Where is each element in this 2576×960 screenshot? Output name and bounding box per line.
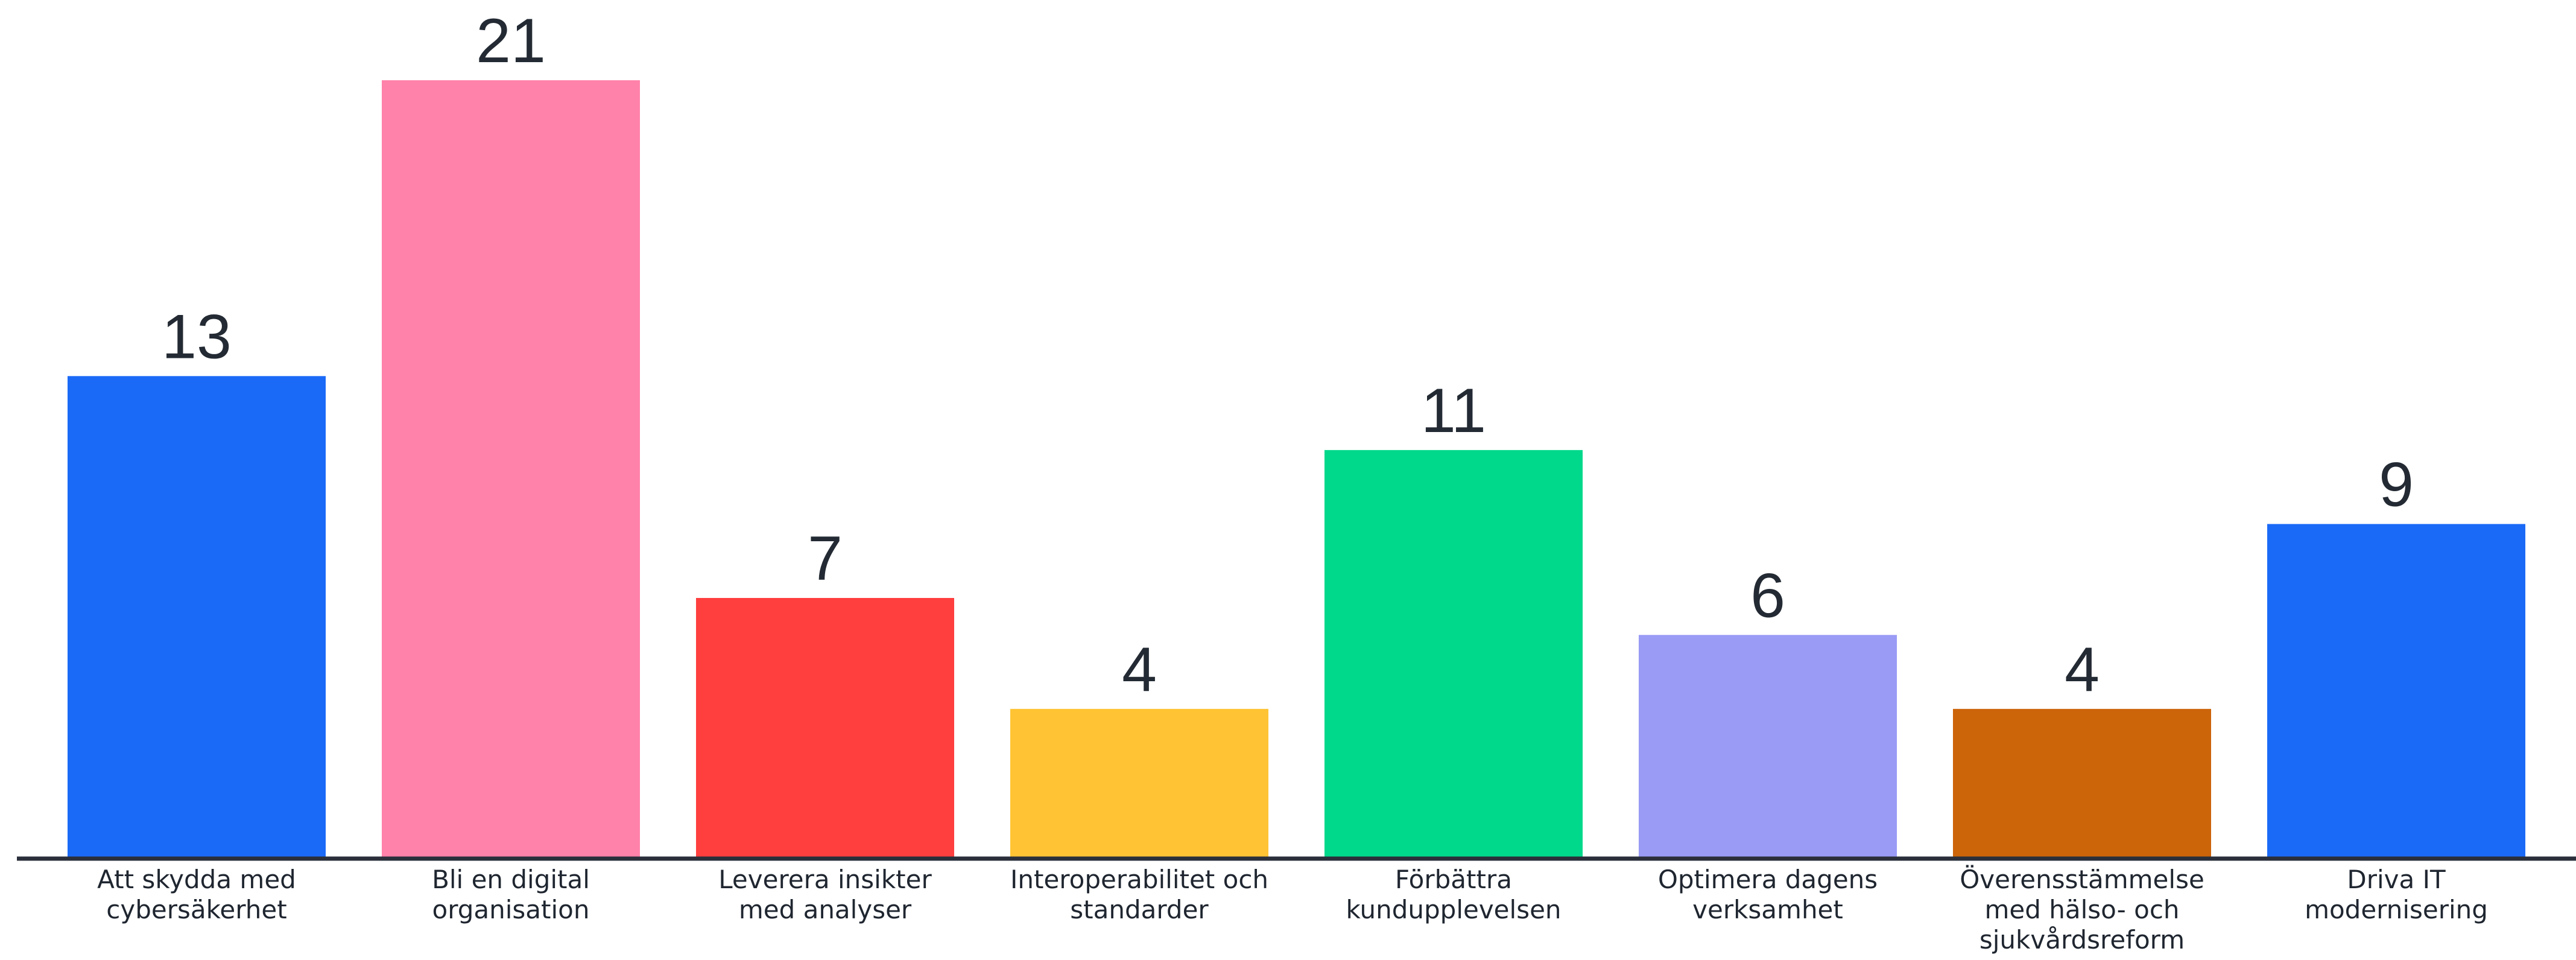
category-label: med analyser bbox=[739, 895, 912, 924]
bar bbox=[1953, 708, 2211, 857]
bars-group bbox=[68, 80, 2525, 857]
bar bbox=[1639, 635, 1897, 857]
bar bbox=[382, 80, 640, 857]
category-label: Driva IT bbox=[2347, 865, 2446, 894]
bar bbox=[68, 376, 326, 857]
value-labels-group: 13 21 7 4 11 6 4 9 bbox=[162, 6, 2414, 705]
category-label: kundupplevelsen bbox=[1346, 895, 1561, 924]
bar bbox=[1010, 708, 1268, 857]
bar-value-label: 21 bbox=[476, 6, 546, 76]
bar-value-label: 6 bbox=[1750, 561, 1785, 631]
bar bbox=[696, 598, 954, 857]
bar-value-label: 4 bbox=[1122, 635, 1157, 705]
category-label: sjukvårdsreform bbox=[1979, 925, 2185, 955]
category-label: standarder bbox=[1070, 895, 1209, 924]
category-label: Bli en digital bbox=[432, 865, 590, 894]
bar-value-label: 4 bbox=[2065, 635, 2100, 705]
category-label: med hälso- och bbox=[1984, 895, 2179, 924]
category-label: verksamhet bbox=[1692, 895, 1843, 924]
bar-value-label: 13 bbox=[162, 302, 232, 372]
category-label: modernisering bbox=[2305, 895, 2488, 924]
bar-value-label: 7 bbox=[808, 524, 843, 594]
category-label: Optimera dagens bbox=[1658, 865, 1878, 894]
category-label: Överensstämmelse bbox=[1960, 864, 2204, 894]
category-label: Leverera insikter bbox=[718, 865, 932, 894]
category-label: Att skydda med bbox=[97, 865, 296, 894]
category-label: cybersäkerhet bbox=[106, 895, 286, 924]
bar-value-label: 9 bbox=[2379, 450, 2414, 520]
category-label: Förbättra bbox=[1395, 865, 1512, 894]
bar bbox=[1324, 450, 1583, 857]
bar bbox=[2267, 524, 2525, 857]
bar-value-label: 11 bbox=[1421, 376, 1486, 446]
category-label: Interoperabilitet och bbox=[1010, 865, 1268, 894]
category-label: organisation bbox=[432, 895, 590, 924]
